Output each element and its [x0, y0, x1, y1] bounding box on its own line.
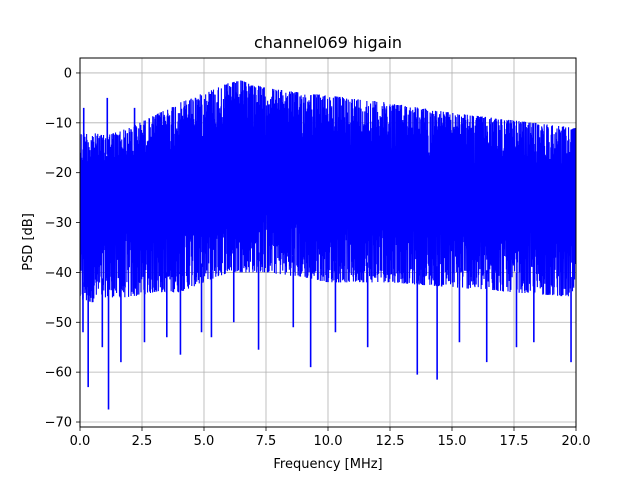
x-tick-label: 7.5 — [256, 434, 277, 449]
x-tick-label: 5.0 — [194, 434, 215, 449]
y-tick-label: −60 — [45, 366, 72, 381]
y-tick-label: 0 — [64, 66, 72, 81]
y-tick-label: −20 — [45, 166, 72, 181]
chart-title: channel069 higain — [254, 33, 402, 52]
psd-trace — [80, 80, 576, 303]
x-tick-label: 17.5 — [500, 434, 529, 449]
x-tick-label: 2.5 — [132, 434, 153, 449]
y-tick-label: −30 — [45, 216, 72, 231]
x-axis-label: Frequency [MHz] — [273, 457, 382, 472]
x-tick-label: 0.0 — [70, 434, 91, 449]
y-tick-label: −70 — [45, 416, 72, 431]
x-tick-label: 10.0 — [314, 434, 343, 449]
y-axis-label: PSD [dB] — [21, 213, 36, 271]
y-tick-label: −40 — [45, 266, 72, 281]
x-axis: 0.0 2.5 5.0 7.5 10.0 12.5 15.0 17.5 20.0 — [70, 427, 591, 449]
y-tick-label: −10 — [45, 116, 72, 131]
x-tick-label: 20.0 — [562, 434, 591, 449]
y-axis: 0 −10 −20 −30 −40 −50 −60 −70 — [45, 66, 80, 431]
x-tick-label: 15.0 — [438, 434, 467, 449]
y-tick-label: −50 — [45, 316, 72, 331]
x-tick-label: 12.5 — [376, 434, 405, 449]
psd-series — [80, 80, 576, 410]
